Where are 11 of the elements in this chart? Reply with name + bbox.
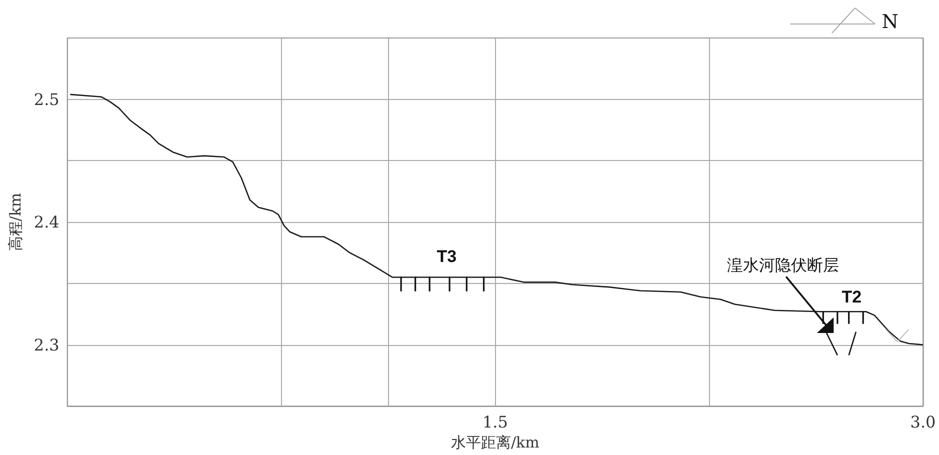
y-tick-label: 2.4 [34, 212, 60, 232]
annotation: 湟水河隐伏断层 [727, 255, 840, 274]
x-tick-label: 1.5 [482, 412, 508, 432]
y-tick-label: 2.3 [34, 335, 60, 354]
y-tick-label: 2.5 [34, 90, 60, 109]
y-axis-title: 高程/km [6, 192, 24, 252]
x-tick-label: 3.0 [910, 412, 936, 432]
x-axis-title: 水平距离/km [450, 434, 540, 452]
annotation: T2 [842, 287, 862, 306]
text: N [882, 11, 898, 33]
annotation: T3 [436, 246, 457, 266]
